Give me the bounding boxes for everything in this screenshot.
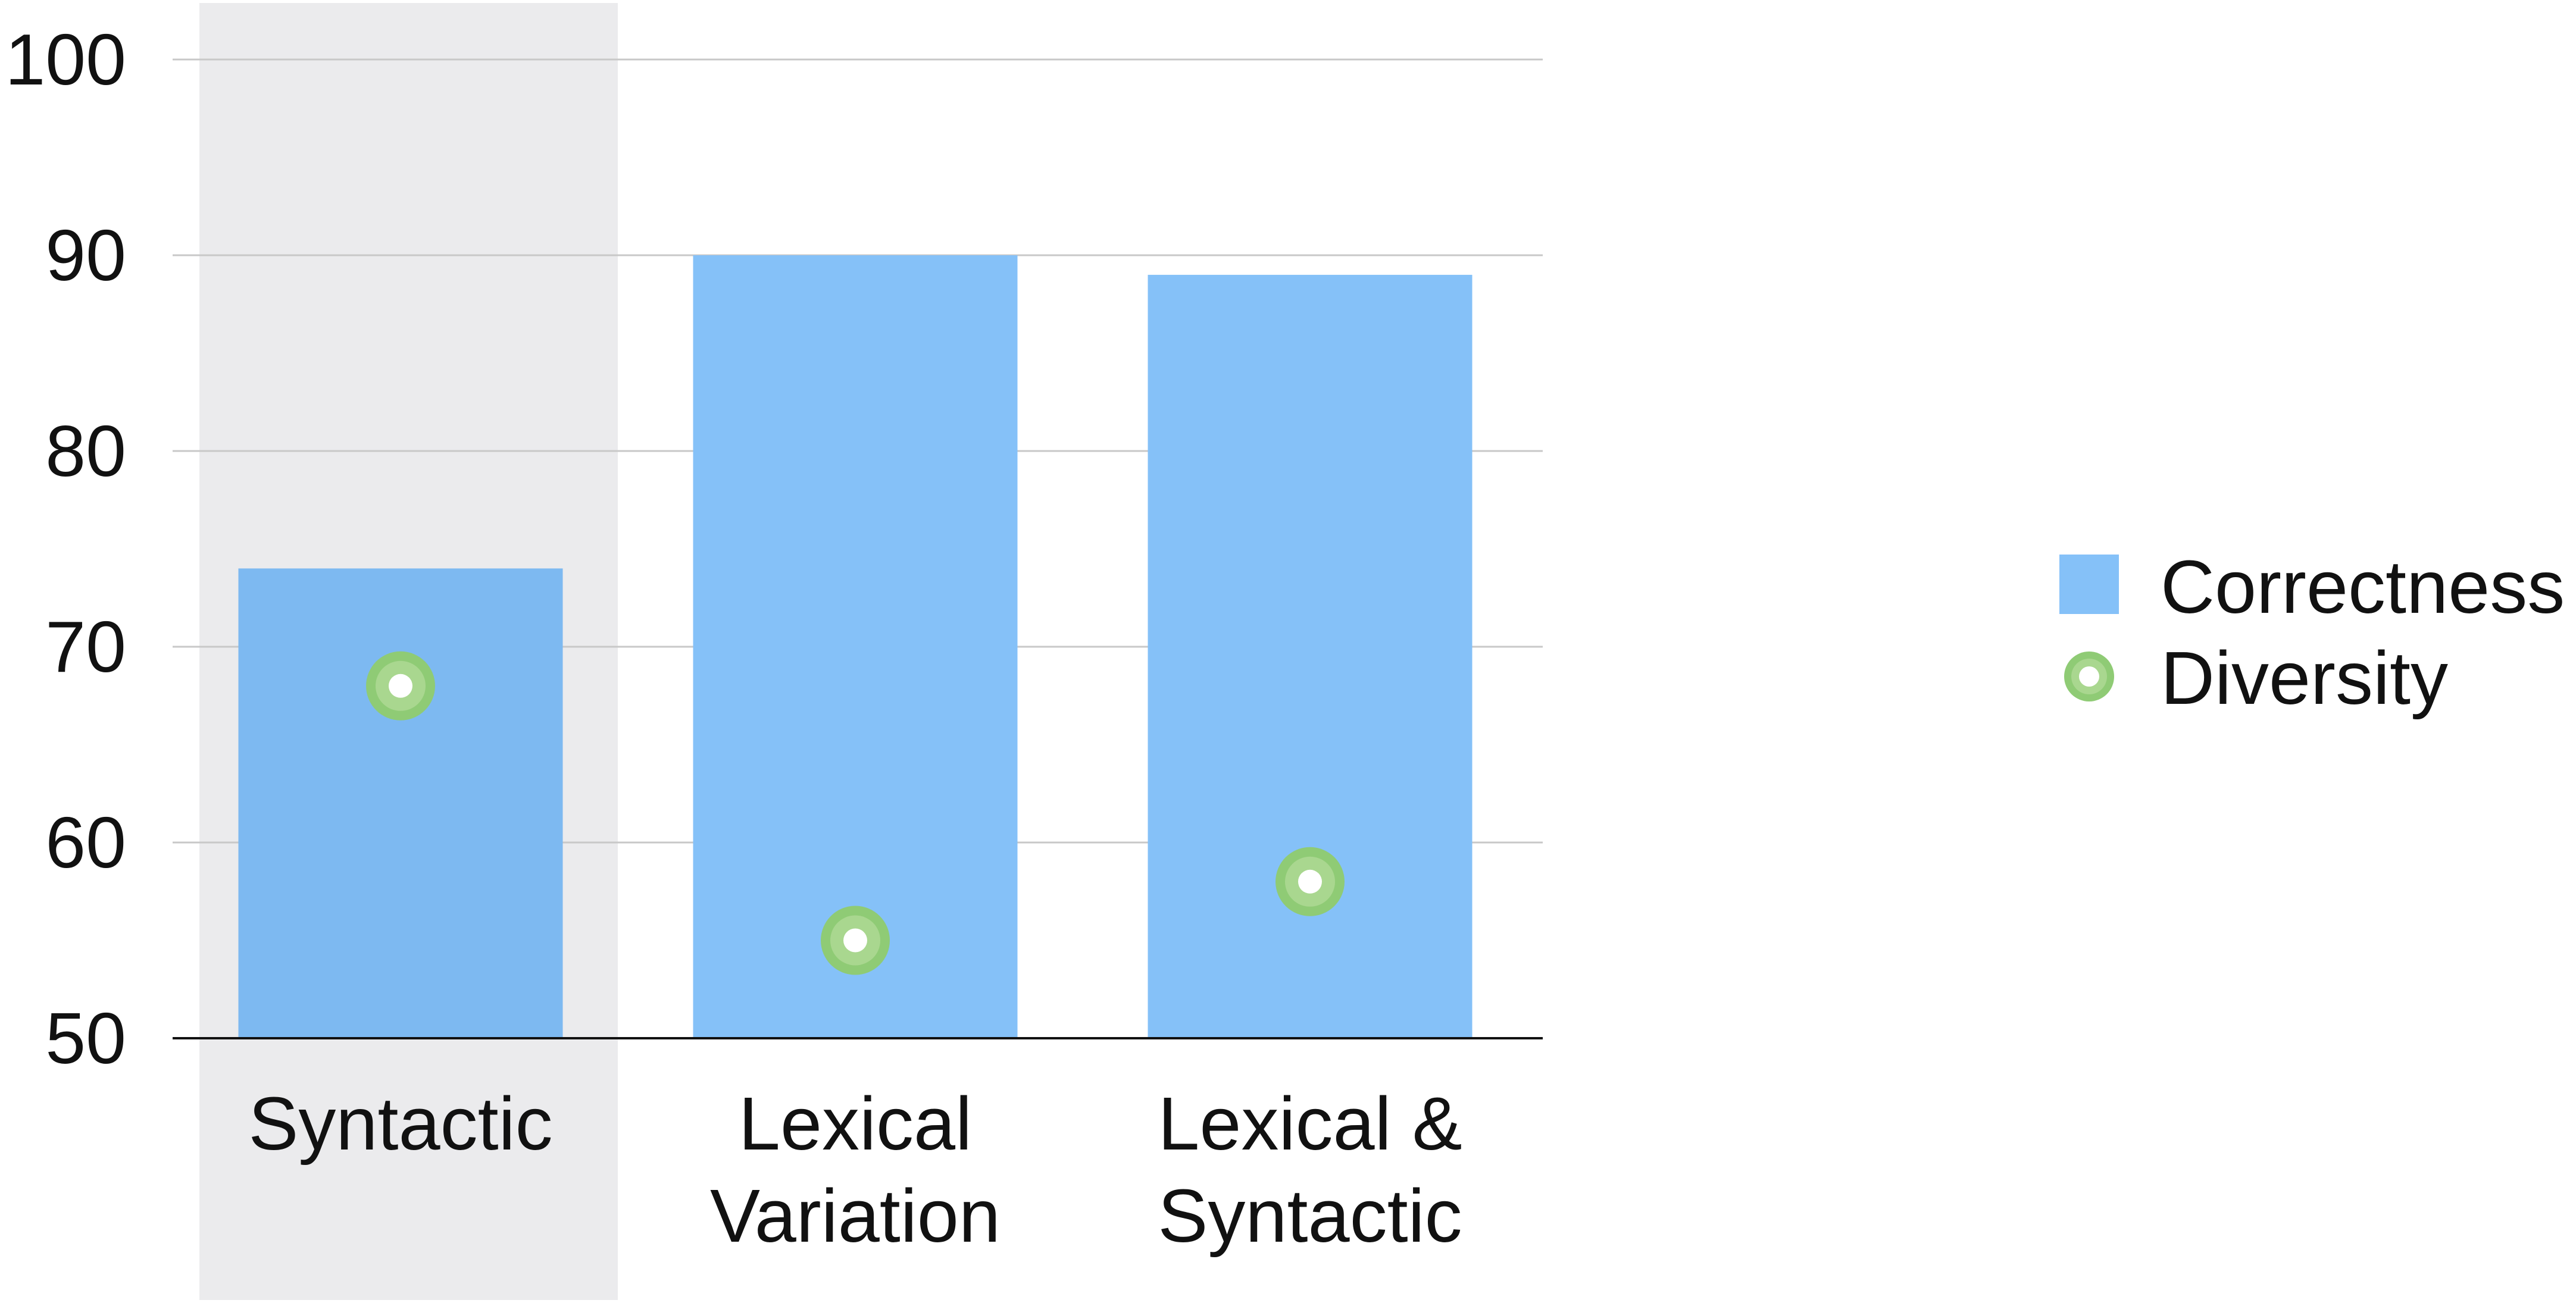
- bar-correctness: [238, 568, 563, 1038]
- y-tick-label: 90: [45, 215, 126, 296]
- x-category-label: Lexical: [739, 1082, 972, 1166]
- point-diversity: [821, 906, 890, 975]
- diversity-points: [366, 651, 1345, 975]
- y-tick-label: 70: [45, 606, 126, 687]
- y-tick-label: 80: [45, 411, 126, 491]
- y-tick-label: 60: [45, 802, 126, 883]
- bar-correctness: [1148, 274, 1473, 1038]
- x-category-label: Syntactic: [248, 1082, 552, 1166]
- x-category-label: Variation: [710, 1174, 1001, 1258]
- legend-marker-diversity: [2064, 652, 2114, 701]
- point-diversity: [366, 651, 435, 721]
- point-diversity: [1276, 847, 1345, 916]
- y-axis-ticks: 50 60 70 80 90 100: [5, 19, 126, 1079]
- legend-label-correctness: Correctness: [2161, 545, 2565, 629]
- legend-swatch-correctness: [2059, 555, 2119, 614]
- y-tick-label: 50: [45, 998, 126, 1079]
- y-tick-label: 100: [5, 19, 126, 100]
- legend-label-diversity: Diversity: [2161, 636, 2448, 720]
- x-category-label: Lexical &: [1158, 1082, 1462, 1166]
- legend: Correctness Diversity: [2059, 545, 2565, 720]
- x-category-label: Syntactic: [1158, 1174, 1462, 1258]
